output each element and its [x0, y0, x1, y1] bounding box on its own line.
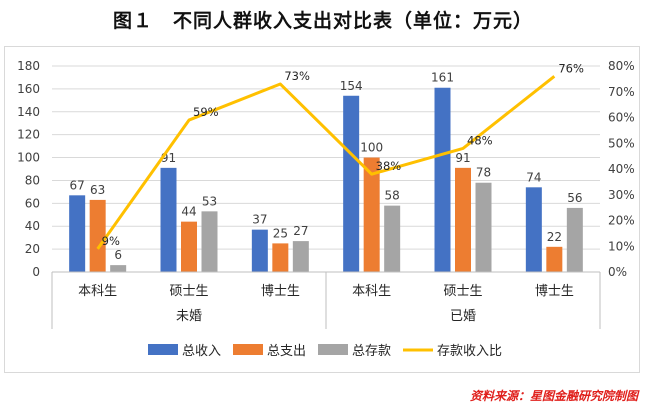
y-left-tick-label: 20: [25, 242, 40, 256]
bar-总支出: [546, 246, 563, 272]
bar-value-label: 25: [273, 226, 288, 240]
bar-value-label: 44: [181, 205, 196, 219]
bar-value-label: 78: [476, 166, 491, 180]
x-tick-label: 本科生: [78, 284, 117, 299]
legend-label: 总收入: [182, 344, 221, 359]
line-value-label: 48%: [467, 133, 493, 147]
bar-value-label: 6: [114, 248, 122, 262]
y-left-tick-label: 40: [25, 219, 40, 233]
bar-总支出: [181, 221, 197, 272]
bar-value-label: 161: [431, 71, 454, 85]
y-left-tick-label: 100: [17, 151, 40, 165]
bar-总收入: [525, 187, 542, 272]
bar-总收入: [160, 167, 177, 272]
x-tick-label: 硕士生: [443, 284, 482, 299]
chart-frame: [4, 46, 640, 373]
y-right-tick-label: 10%: [608, 239, 635, 253]
y-left-tick-label: 180: [17, 59, 40, 73]
x-tick-label: 硕士生: [169, 284, 208, 299]
x-group-label: 已婚: [450, 309, 476, 324]
y-right-tick-label: 60%: [608, 111, 635, 125]
y-right-tick-label: 70%: [608, 85, 635, 99]
y-left-tick-label: 160: [17, 82, 40, 96]
bar-总存款: [475, 182, 492, 272]
bar-总支出: [89, 199, 106, 272]
bar-value-label: 67: [70, 178, 85, 192]
source-note: 资料来源：星图金融研究院制图: [469, 389, 638, 403]
line-value-label: 9%: [102, 234, 120, 248]
line-value-label: 76%: [558, 61, 584, 75]
bar-value-label: 27: [293, 224, 308, 238]
y-right-tick-label: 80%: [608, 59, 635, 73]
legend-swatch: [233, 344, 263, 355]
y-right-tick-label: 30%: [608, 188, 635, 202]
legend-swatch: [318, 344, 348, 355]
bar-总支出: [272, 243, 289, 272]
legend-label: 总支出: [267, 344, 306, 359]
y-left-tick-label: 0: [32, 265, 40, 279]
x-tick-label: 博士生: [261, 284, 300, 299]
y-left-tick-label: 60: [25, 196, 40, 210]
bar-总存款: [292, 241, 309, 272]
line-value-label: 38%: [376, 159, 402, 173]
bar-总存款: [201, 211, 218, 272]
x-tick-label: 本科生: [352, 284, 391, 299]
y-right-tick-label: 20%: [608, 214, 635, 228]
line-value-label: 73%: [284, 69, 310, 83]
line-value-label: 59%: [193, 105, 219, 119]
bar-value-label: 154: [340, 79, 363, 93]
bar-value-label: 74: [526, 170, 541, 184]
y-right-tick-label: 50%: [608, 136, 635, 150]
bar-总支出: [363, 157, 380, 272]
bar-value-label: 22: [547, 230, 562, 244]
bar-value-label: 56: [567, 191, 582, 205]
x-tick-label: 博士生: [535, 284, 574, 299]
bar-总存款: [384, 205, 401, 272]
y-left-tick-label: 140: [17, 105, 40, 119]
y-left-tick-label: 120: [17, 128, 40, 142]
bar-value-label: 100: [360, 141, 383, 155]
bar-总收入: [434, 87, 451, 272]
x-group-label: 未婚: [176, 309, 202, 324]
bar-value-label: 37: [252, 213, 267, 227]
legend-label: 总存款: [352, 344, 391, 359]
bar-value-label: 53: [202, 194, 217, 208]
y-right-tick-label: 40%: [608, 162, 635, 176]
y-right-tick-label: 0%: [608, 265, 627, 279]
bar-总支出: [455, 167, 471, 272]
bar-总存款: [110, 265, 127, 272]
y-left-tick-label: 80: [25, 173, 40, 187]
bar-value-label: 91: [455, 151, 470, 165]
bar-总收入: [251, 229, 268, 272]
bar-总收入: [69, 195, 86, 272]
legend-label: 存款收入比: [437, 344, 502, 359]
bar-value-label: 63: [90, 183, 105, 197]
bar-总存款: [566, 207, 583, 272]
combo-chart: 0 20 40 60 80 100 120 140 160 180 0% 10% 20% 30% 40% 50…: [17, 59, 635, 359]
line-存款收入比: [96, 75, 556, 250]
bar-value-label: 58: [385, 189, 400, 203]
chart-title: 图１ 不同人群收入支出对比表（单位：万元）: [112, 10, 533, 32]
bar-总收入: [343, 95, 360, 272]
legend-swatch: [148, 344, 178, 355]
